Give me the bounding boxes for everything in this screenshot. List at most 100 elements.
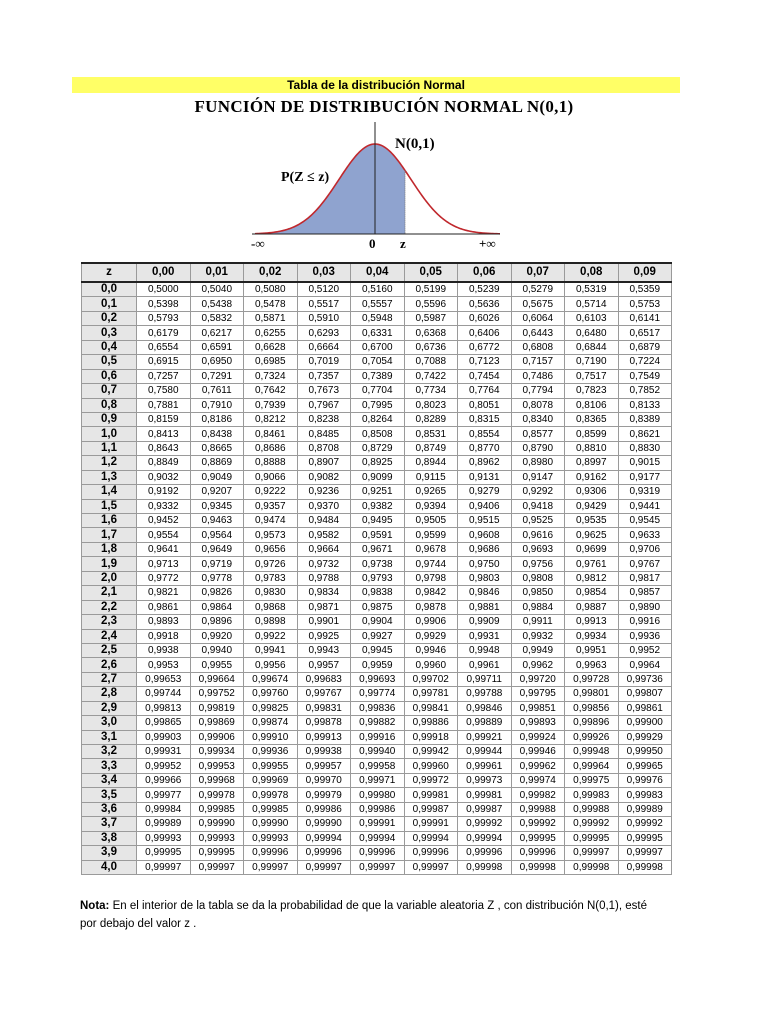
table-cell: 0,6844 bbox=[564, 339, 619, 356]
row-header-z: 0,7 bbox=[81, 383, 137, 399]
table-cell: 0,9812 bbox=[564, 570, 619, 587]
table-cell: 0,5753 bbox=[617, 296, 672, 312]
table-cell: 0,7549 bbox=[617, 368, 672, 385]
table-cell: 0,5478 bbox=[243, 296, 298, 312]
table-cell: 0,9732 bbox=[296, 556, 351, 572]
table-cell: 0,9474 bbox=[243, 512, 298, 529]
table-cell: 0,99995 bbox=[617, 830, 672, 847]
table-cell: 0,99997 bbox=[564, 845, 619, 861]
table-cell: 0,5080 bbox=[243, 281, 298, 298]
table-cell: 0,9778 bbox=[189, 570, 244, 587]
table-cell: 0,5871 bbox=[243, 310, 298, 327]
row-header-z: 3,7 bbox=[81, 816, 137, 832]
page-title: FUNCIÓN DE DISTRIBUCIÓN NORMAL N(0,1) bbox=[194, 97, 574, 116]
table-cell: 0,9938 bbox=[136, 642, 191, 659]
table-cell: 0,9564 bbox=[189, 527, 244, 543]
table-cell: 0,9871 bbox=[296, 599, 351, 616]
table-cell: 0,8810 bbox=[564, 440, 619, 457]
table-cell: 0,9881 bbox=[457, 599, 512, 616]
table-cell: 0,9956 bbox=[243, 657, 298, 673]
table-cell: 0,99896 bbox=[564, 715, 619, 731]
table-cell: 0,99702 bbox=[403, 671, 458, 688]
table-row: 3,9 0,99995 0,99995 0,99996 0,99996 0,99996 0,… bbox=[81, 845, 672, 861]
table-cell: 0,7580 bbox=[136, 383, 191, 399]
table-row: 2,7 0,99653 0,99664 0,99674 0,99683 0,99693 0,… bbox=[81, 671, 672, 688]
row-header-z: 0,2 bbox=[81, 310, 137, 327]
table-cell: 0,99986 bbox=[350, 801, 405, 818]
table-cell: 0,9911 bbox=[510, 614, 565, 630]
axis-label-pos-inf: +∞ bbox=[479, 236, 496, 251]
table-cell: 0,8315 bbox=[457, 411, 512, 428]
table-cell: 0,8389 bbox=[617, 411, 672, 428]
table-row: 3,7 0,99989 0,99990 0,99990 0,99990 0,99991 0,… bbox=[81, 816, 672, 832]
table-cell: 0,8621 bbox=[617, 426, 672, 442]
table-cell: 0,9826 bbox=[189, 585, 244, 601]
row-header-z: 0,8 bbox=[81, 397, 137, 413]
table-cell: 0,99921 bbox=[457, 729, 512, 746]
table-cell: 0,9418 bbox=[510, 498, 565, 515]
table-cell: 0,9495 bbox=[350, 512, 405, 529]
table-cell: 0,8577 bbox=[510, 426, 565, 442]
table-cell: 0,8023 bbox=[403, 397, 458, 413]
table-body: 0,0 0,5000 0,5040 0,5080 0,5120 0,5160 0,5199 0… bbox=[81, 281, 672, 875]
table-cell: 0,99966 bbox=[136, 772, 191, 789]
table-cell: 0,6026 bbox=[457, 310, 512, 327]
table-cell: 0,5987 bbox=[403, 310, 458, 327]
table-cell: 0,9649 bbox=[189, 541, 244, 558]
table-cell: 0,99976 bbox=[617, 772, 672, 789]
table-cell: 0,99846 bbox=[457, 700, 512, 717]
table-cell: 0,99994 bbox=[296, 830, 351, 847]
row-header-z: 1,9 bbox=[81, 556, 137, 572]
table-cell: 0,99988 bbox=[510, 801, 565, 818]
table-cell: 0,7967 bbox=[296, 397, 351, 413]
table-cell: 0,99961 bbox=[457, 758, 512, 774]
table-cell: 0,99653 bbox=[136, 671, 191, 688]
axis-label-z: z bbox=[400, 236, 406, 251]
table-cell: 0,99674 bbox=[243, 671, 298, 688]
table-cell: 0,99940 bbox=[350, 743, 405, 760]
table-cell: 0,99903 bbox=[136, 729, 191, 746]
table-row: 0,5 0,6915 0,6950 0,6985 0,7019 0,7054 0,7088 0… bbox=[81, 354, 672, 370]
table-row: 2,0 0,9772 0,9778 0,9783 0,9788 0,9793 0,9798 0… bbox=[81, 570, 672, 587]
table-cell: 0,9616 bbox=[510, 527, 565, 543]
row-header-z: 3,5 bbox=[81, 787, 137, 803]
table-row: 0,4 0,6554 0,6591 0,6628 0,6664 0,6700 0,6736 0… bbox=[81, 339, 672, 356]
row-header-z: 1,6 bbox=[81, 512, 137, 529]
table-cell: 0,99981 bbox=[403, 787, 458, 803]
table-cell: 0,6293 bbox=[296, 325, 351, 341]
footnote: Nota: En el interior de la tabla se da l… bbox=[80, 897, 680, 933]
table-cell: 0,99998 bbox=[617, 859, 672, 875]
table-cell: 0,9706 bbox=[617, 541, 672, 558]
table-cell: 0,99992 bbox=[617, 816, 672, 832]
table-cell: 0,5000 bbox=[136, 281, 191, 298]
table-cell: 0,99836 bbox=[350, 700, 405, 717]
table-cell: 0,9066 bbox=[243, 469, 298, 486]
note-line-1: En el interior de la tabla se da la prob… bbox=[112, 900, 648, 912]
table-cell: 0,7852 bbox=[617, 383, 672, 399]
table-cell: 0,9265 bbox=[403, 484, 458, 500]
row-header-z: 3,4 bbox=[81, 772, 137, 789]
row-header-z: 1,1 bbox=[81, 440, 137, 457]
table-cell: 0,99970 bbox=[296, 772, 351, 789]
table-cell: 0,99934 bbox=[189, 743, 244, 760]
table-cell: 0,9931 bbox=[457, 628, 512, 644]
table-cell: 0,9345 bbox=[189, 498, 244, 515]
table-cell: 0,9927 bbox=[350, 628, 405, 644]
table-cell: 0,7611 bbox=[189, 383, 244, 399]
table-cell: 0,5239 bbox=[457, 281, 512, 298]
row-header-z: 0,4 bbox=[81, 339, 137, 356]
table-cell: 0,9505 bbox=[403, 512, 458, 529]
table-row: 1,6 0,9452 0,9463 0,9474 0,9484 0,9495 0,9505 0… bbox=[81, 512, 672, 529]
table-cell: 0,8133 bbox=[617, 397, 672, 413]
table-row: 3,6 0,99984 0,99985 0,99985 0,99986 0,99986 0,… bbox=[81, 801, 672, 818]
table-cell: 0,99983 bbox=[564, 787, 619, 803]
table-cell: 0,99944 bbox=[457, 743, 512, 760]
table-cell: 0,99997 bbox=[403, 859, 458, 875]
table-cell: 0,9664 bbox=[296, 541, 351, 558]
table-cell: 0,99952 bbox=[136, 758, 191, 774]
row-header-z: 3,1 bbox=[81, 729, 137, 746]
row-header-z: 2,3 bbox=[81, 614, 137, 630]
table-cell: 0,5832 bbox=[189, 310, 244, 327]
column-header: 0,08 bbox=[564, 262, 619, 283]
table-cell: 0,99991 bbox=[403, 816, 458, 832]
